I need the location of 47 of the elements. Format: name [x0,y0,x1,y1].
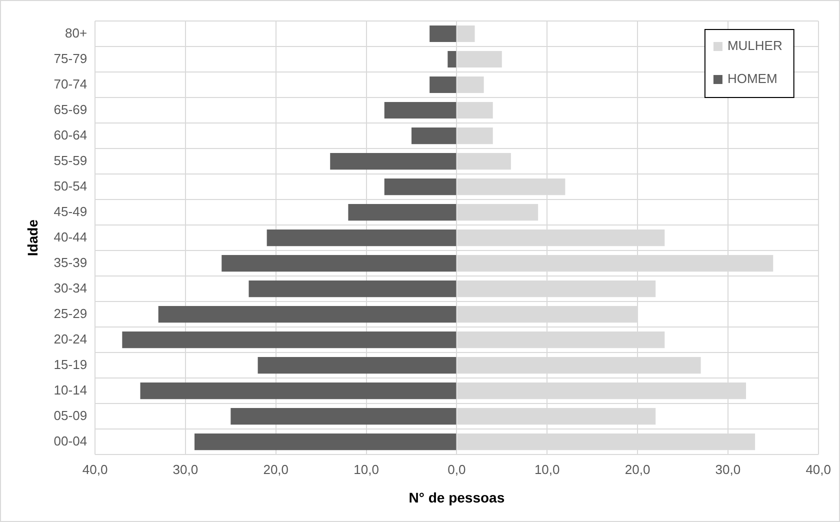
bar [430,76,456,94]
bar [222,255,456,272]
y-tick-label: 70-74 [54,76,88,92]
bar [158,306,456,323]
x-tick-label: 10,0 [534,462,560,477]
y-tick-label: 30-34 [54,280,88,296]
bar [411,127,456,144]
y-tick-label: 05-09 [54,408,88,423]
legend-label: MULHER [727,38,782,54]
y-tick-label: 40-44 [54,229,88,244]
x-axis-title: N° de pessoas [408,489,505,506]
x-tick-label: 0,0 [448,462,466,477]
legend-label: HOMEM [727,71,778,86]
y-tick-label: 60-64 [54,127,88,142]
x-tick-label: 40,0 [806,462,832,477]
y-tick-label: 45-49 [54,204,88,219]
y-tick-label: 50-54 [54,178,88,194]
bar [122,332,456,348]
bar [258,357,456,374]
bar [348,204,456,221]
y-tick-label: 20-24 [54,331,88,346]
bar [430,25,456,42]
bar [384,178,456,196]
bar [248,280,456,298]
bar [140,382,456,400]
y-tick-label: 25-29 [54,306,88,321]
y-tick-label: 10-14 [54,382,88,398]
x-tick-label: 40,0 [82,462,108,477]
y-tick-label: 55-59 [54,152,88,168]
y-axis-title: Idade [24,219,40,256]
x-tick-label: 30,0 [715,462,741,477]
y-tick-label: 15-19 [54,356,88,372]
y-tick-label: 35-39 [54,254,88,270]
bar [194,434,456,450]
x-tick-label: 10,0 [354,462,379,477]
y-tick-label: 00-04 [54,433,88,448]
x-tick-label: 20,0 [624,462,650,477]
x-tick-label: 20,0 [263,462,289,477]
bar [384,102,456,119]
x-tick-label: 30,0 [172,462,198,477]
bar [330,152,456,170]
bar [266,230,456,246]
y-tick-label: 65-69 [54,102,88,117]
y-tick-label: 75-79 [54,50,88,66]
bar [448,50,456,68]
bar [230,408,456,425]
y-tick-label: 80+ [64,25,88,40]
